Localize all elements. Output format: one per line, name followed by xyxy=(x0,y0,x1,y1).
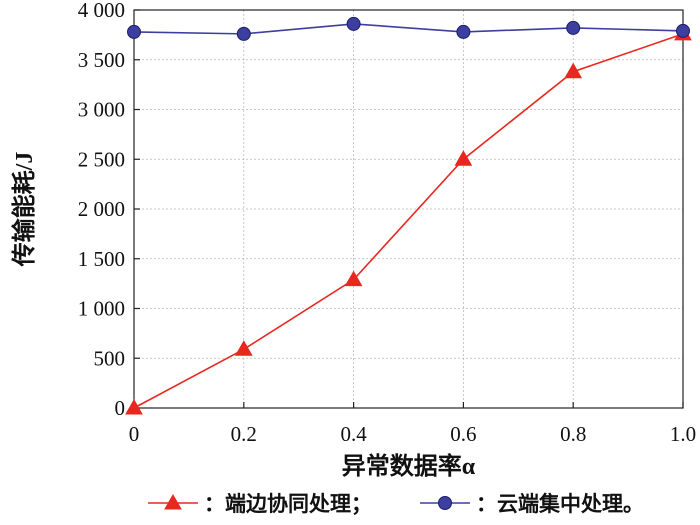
x-tick-label: 0.4 xyxy=(340,422,367,446)
y-tick-label: 1 500 xyxy=(78,247,125,271)
legend-label: ：端边协同处理； xyxy=(204,492,372,516)
y-tick-label: 3 500 xyxy=(78,48,125,72)
data-point xyxy=(234,340,253,356)
data-point xyxy=(456,24,471,39)
data-point xyxy=(566,20,581,35)
data-point xyxy=(564,62,583,79)
data-point xyxy=(236,26,251,41)
data-point xyxy=(344,270,363,287)
y-axis-title: 传输能耗/J xyxy=(10,152,38,268)
x-tick-label: 0.6 xyxy=(450,422,476,446)
y-tick-label: 500 xyxy=(94,346,126,370)
data-point xyxy=(125,398,143,415)
legend-label: ：云端集中处理。 xyxy=(476,492,644,516)
y-tick-label: 1 000 xyxy=(78,297,125,321)
legend-item-2: ：云端集中处理。 xyxy=(420,492,644,516)
x-tick-label: 1.0 xyxy=(670,422,696,446)
legend-marker xyxy=(164,493,182,510)
y-axis: 0 500 1 000 1 500 2 000 2 500 3 000 3 500 4 000 xyxy=(78,0,140,420)
x-tick-label: 0.2 xyxy=(231,422,257,446)
legend-marker xyxy=(438,496,452,510)
plot-frame xyxy=(133,9,684,409)
data-point xyxy=(454,150,473,166)
y-tick-label: 0 xyxy=(115,396,126,420)
x-tick-label: 0 xyxy=(129,422,140,446)
y-tick-label: 4 000 xyxy=(78,0,125,22)
grid xyxy=(133,9,684,409)
series-layer xyxy=(125,16,692,415)
x-axis-title: 异常数据率α xyxy=(342,452,476,480)
series-1 xyxy=(125,24,692,415)
series-2 xyxy=(127,16,690,41)
y-tick-label: 2 000 xyxy=(78,197,125,221)
legend: ：端边协同处理； ：云端集中处理。 xyxy=(148,492,644,516)
x-tick-label: 0.8 xyxy=(560,422,586,446)
y-tick-label: 2 500 xyxy=(78,147,125,171)
data-point xyxy=(676,23,690,38)
data-point xyxy=(127,24,141,39)
y-tick-label: 3 000 xyxy=(78,98,125,122)
series-line xyxy=(133,23,684,35)
series-line xyxy=(133,33,684,409)
data-point xyxy=(346,16,361,31)
legend-item-1: ：端边协同处理； xyxy=(148,492,372,516)
